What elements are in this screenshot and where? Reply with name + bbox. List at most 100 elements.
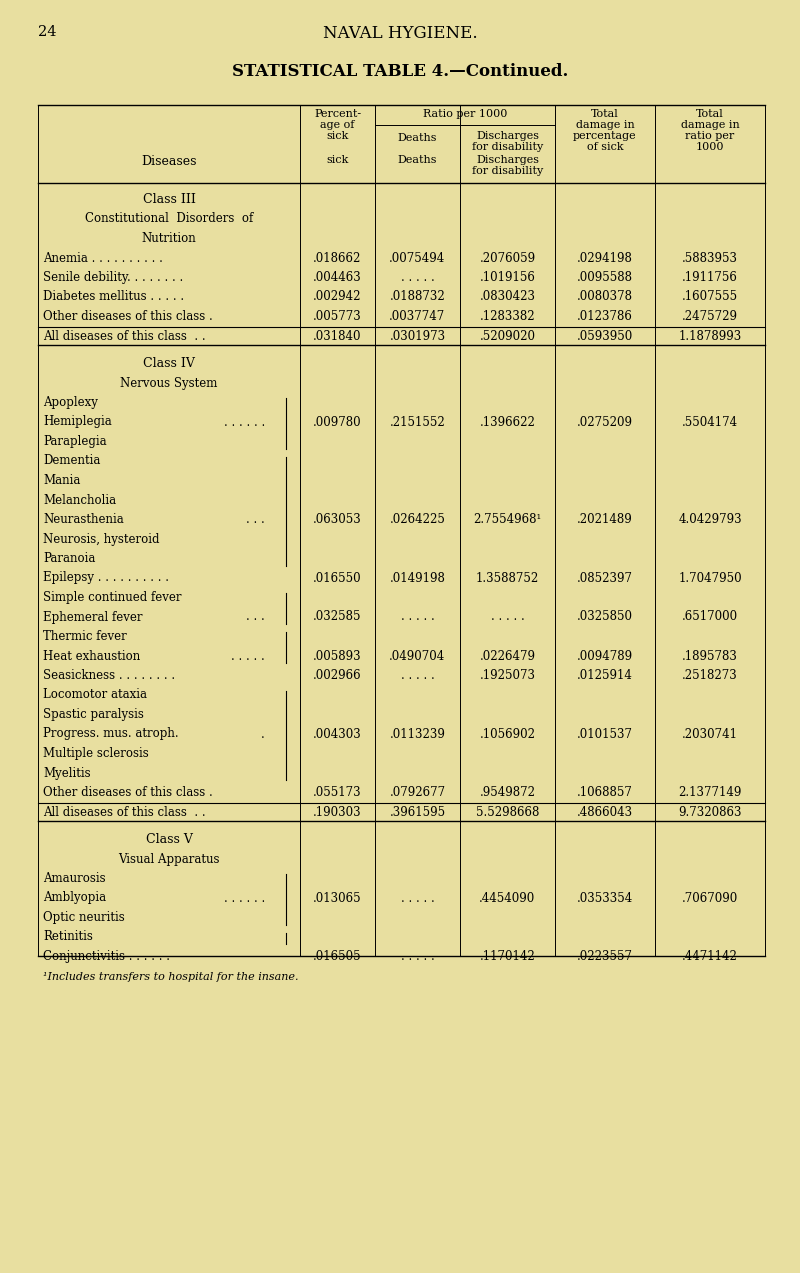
Text: .0113239: .0113239 — [390, 727, 446, 741]
Text: age of: age of — [320, 120, 354, 130]
Text: Spastic paralysis: Spastic paralysis — [43, 708, 144, 721]
Text: .5883953: .5883953 — [682, 252, 738, 265]
Text: .5209020: .5209020 — [479, 330, 535, 342]
Text: ¹Includes transfers to hospital for the insane.: ¹Includes transfers to hospital for the … — [43, 973, 298, 981]
Text: .3961595: .3961595 — [390, 806, 446, 819]
Text: Class V: Class V — [146, 833, 193, 847]
Text: Retinitis: Retinitis — [43, 931, 93, 943]
Text: .016505: .016505 — [313, 950, 362, 962]
Text: .031840: .031840 — [314, 330, 362, 342]
Text: . . . . . .: . . . . . . — [224, 415, 265, 429]
Text: . . . . .: . . . . . — [401, 950, 434, 962]
Text: .0325850: .0325850 — [577, 611, 633, 624]
Text: .2030741: .2030741 — [682, 727, 738, 741]
Text: Conjunctivitis . . . . . .: Conjunctivitis . . . . . . — [43, 950, 170, 962]
Text: Total: Total — [696, 109, 724, 118]
Text: .0353354: .0353354 — [577, 891, 633, 905]
Text: Diseases: Diseases — [142, 155, 197, 168]
Text: . . .: . . . — [246, 513, 265, 526]
Text: Dementia: Dementia — [43, 454, 100, 467]
Text: Class IV: Class IV — [143, 356, 195, 370]
Text: 1.7047950: 1.7047950 — [678, 572, 742, 584]
Text: damage in: damage in — [576, 120, 634, 130]
Text: of sick: of sick — [586, 143, 623, 151]
Text: Constitutional  Disorders  of: Constitutional Disorders of — [85, 213, 253, 225]
Text: .2151552: .2151552 — [390, 415, 446, 429]
Text: .2475729: .2475729 — [682, 311, 738, 323]
Text: 9.7320863: 9.7320863 — [678, 806, 742, 819]
Text: . . . . .: . . . . . — [231, 649, 265, 662]
Text: 1.1878993: 1.1878993 — [678, 330, 742, 342]
Text: .0294198: .0294198 — [577, 252, 633, 265]
Text: .2076059: .2076059 — [479, 252, 535, 265]
Text: Diabetes mellitus . . . . .: Diabetes mellitus . . . . . — [43, 290, 184, 303]
Text: Nutrition: Nutrition — [142, 232, 196, 244]
Text: .0149198: .0149198 — [390, 572, 446, 584]
Text: . . . . .: . . . . . — [401, 611, 434, 624]
Text: .0080378: .0080378 — [577, 290, 633, 303]
Text: Paraplegia: Paraplegia — [43, 435, 106, 448]
Text: sick: sick — [326, 131, 349, 141]
Text: for disability: for disability — [472, 165, 543, 176]
Text: .004463: .004463 — [313, 271, 362, 284]
Text: Hemiplegia: Hemiplegia — [43, 415, 112, 429]
Text: Anemia . . . . . . . . . .: Anemia . . . . . . . . . . — [43, 252, 163, 265]
Text: All diseases of this class  . .: All diseases of this class . . — [43, 806, 206, 819]
Text: .0037747: .0037747 — [390, 311, 446, 323]
Text: Mania: Mania — [43, 474, 80, 488]
Text: ratio per: ratio per — [686, 131, 734, 141]
Text: .009780: .009780 — [313, 415, 362, 429]
Text: Neurosis, hysteroid: Neurosis, hysteroid — [43, 532, 159, 546]
Text: for disability: for disability — [472, 143, 543, 151]
Text: Multiple sclerosis: Multiple sclerosis — [43, 747, 149, 760]
Text: .0275209: .0275209 — [577, 415, 633, 429]
Text: STATISTICAL TABLE 4.—Continued.: STATISTICAL TABLE 4.—Continued. — [232, 62, 568, 80]
Text: .013065: .013065 — [313, 891, 362, 905]
Text: NAVAL HYGIENE.: NAVAL HYGIENE. — [322, 25, 478, 42]
Text: damage in: damage in — [681, 120, 739, 130]
Text: .004303: .004303 — [313, 727, 362, 741]
Text: . . . . .: . . . . . — [401, 891, 434, 905]
Text: .063053: .063053 — [313, 513, 362, 526]
Text: .2021489: .2021489 — [577, 513, 633, 526]
Text: .4471142: .4471142 — [682, 950, 738, 962]
Text: Apoplexy: Apoplexy — [43, 396, 98, 409]
Text: .0792677: .0792677 — [390, 785, 446, 799]
Text: Percent-: Percent- — [314, 109, 361, 118]
Text: .7067090: .7067090 — [682, 891, 738, 905]
Text: .0094789: .0094789 — [577, 649, 633, 662]
Text: .002966: .002966 — [313, 670, 362, 682]
Text: Senile debility. . . . . . . .: Senile debility. . . . . . . . — [43, 271, 183, 284]
Text: .6517000: .6517000 — [682, 611, 738, 624]
Text: Neurasthenia: Neurasthenia — [43, 513, 124, 526]
Text: 1.3588752: 1.3588752 — [476, 572, 539, 584]
Text: Discharges: Discharges — [476, 131, 539, 141]
Text: Amaurosis: Amaurosis — [43, 872, 106, 885]
Text: .0490704: .0490704 — [390, 649, 446, 662]
Text: .0593950: .0593950 — [577, 330, 633, 342]
Text: Simple continued fever: Simple continued fever — [43, 591, 182, 603]
Text: .0226479: .0226479 — [479, 649, 535, 662]
Text: .002942: .002942 — [314, 290, 362, 303]
Text: Discharges: Discharges — [476, 155, 539, 165]
Text: Other diseases of this class .: Other diseases of this class . — [43, 785, 213, 799]
Text: Epilepsy . . . . . . . . . .: Epilepsy . . . . . . . . . . — [43, 572, 169, 584]
Text: Visual Apparatus: Visual Apparatus — [118, 853, 220, 866]
Text: .9549872: .9549872 — [479, 785, 535, 799]
Text: Progress. mus. atroph.: Progress. mus. atroph. — [43, 727, 178, 741]
Text: .2518273: .2518273 — [682, 670, 738, 682]
Text: Amblyopia: Amblyopia — [43, 891, 106, 905]
Text: . . . . . .: . . . . . . — [224, 891, 265, 905]
Text: .1895783: .1895783 — [682, 649, 738, 662]
Text: .018662: .018662 — [314, 252, 362, 265]
Text: .016550: .016550 — [313, 572, 362, 584]
Text: .0101537: .0101537 — [577, 727, 633, 741]
Text: .032585: .032585 — [314, 611, 362, 624]
Text: .0830423: .0830423 — [479, 290, 535, 303]
Text: Myelitis: Myelitis — [43, 766, 90, 779]
Text: Class III: Class III — [142, 193, 195, 206]
Text: . . . . .: . . . . . — [401, 670, 434, 682]
Text: .1911756: .1911756 — [682, 271, 738, 284]
Text: .0223557: .0223557 — [577, 950, 633, 962]
Text: .1607555: .1607555 — [682, 290, 738, 303]
